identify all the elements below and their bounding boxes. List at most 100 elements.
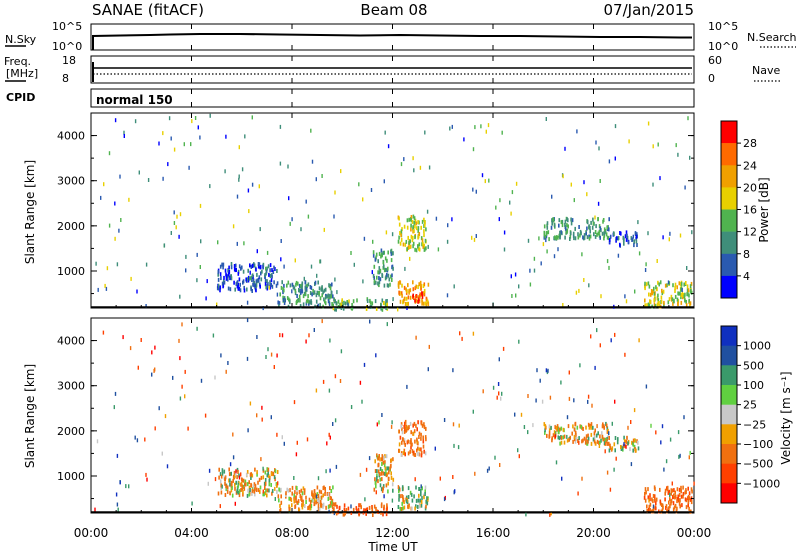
data-point — [257, 278, 260, 283]
data-point — [356, 298, 358, 303]
colorbar-segment — [721, 165, 737, 188]
data-point — [402, 506, 404, 511]
data-point — [392, 457, 394, 462]
data-point — [264, 282, 267, 287]
data-point — [318, 489, 321, 494]
data-point — [330, 294, 332, 299]
data-point — [633, 438, 636, 443]
data-point — [602, 437, 604, 442]
data-point — [415, 485, 417, 490]
data-point — [375, 252, 378, 257]
data-point — [223, 469, 226, 474]
data-point — [307, 282, 310, 287]
data-point — [162, 131, 164, 136]
data-point — [403, 429, 406, 434]
data-point — [560, 380, 562, 385]
data-point — [145, 262, 148, 267]
data-point — [608, 227, 610, 232]
data-point — [614, 124, 617, 129]
data-point — [331, 302, 333, 306]
data-point — [301, 505, 304, 510]
data-point — [265, 355, 267, 359]
data-point — [645, 282, 648, 287]
data-point — [677, 301, 679, 306]
data-point — [691, 230, 693, 235]
data-point — [560, 230, 562, 235]
data-point — [219, 264, 222, 269]
data-point — [503, 247, 506, 252]
data-point — [606, 470, 609, 475]
data-point — [307, 214, 310, 219]
data-point — [403, 440, 406, 445]
data-point — [309, 291, 312, 295]
data-point — [280, 487, 282, 492]
data-point — [380, 457, 383, 462]
data-point — [588, 425, 591, 430]
data-point — [303, 490, 306, 495]
data-point — [295, 280, 298, 285]
data-point — [654, 293, 656, 298]
data-point — [380, 510, 382, 515]
data-point — [563, 434, 566, 439]
data-point — [620, 231, 622, 236]
data-point — [115, 492, 118, 497]
data-point — [386, 466, 388, 471]
data-point — [144, 437, 146, 442]
data-point — [240, 488, 242, 492]
data-point — [668, 506, 670, 511]
data-point — [339, 302, 341, 307]
data-point — [562, 435, 564, 440]
data-point — [378, 420, 380, 425]
data-point — [667, 280, 670, 285]
data-point — [650, 423, 652, 428]
data-point — [334, 307, 336, 312]
data-point — [597, 431, 599, 436]
data-point — [550, 425, 552, 430]
data-point — [682, 485, 684, 490]
data-point — [392, 251, 394, 256]
data-point — [685, 488, 687, 493]
data-point — [377, 270, 379, 275]
data-point — [566, 438, 569, 443]
data-point — [664, 283, 667, 288]
data-point — [363, 508, 365, 513]
data-point — [320, 490, 323, 495]
data-point — [643, 495, 646, 500]
data-point — [381, 477, 383, 482]
data-point — [309, 500, 312, 504]
data-point — [678, 487, 681, 492]
data-point — [376, 475, 378, 480]
data-point — [252, 263, 255, 268]
data-point — [558, 223, 560, 228]
data-point — [298, 490, 301, 494]
data-point — [266, 488, 269, 493]
data-point — [608, 436, 610, 440]
data-point — [100, 195, 102, 200]
data-point — [170, 136, 172, 141]
data-point — [635, 448, 637, 453]
data-point — [543, 235, 546, 240]
data-point — [258, 275, 261, 280]
data-point — [224, 493, 227, 497]
data-point — [422, 439, 425, 444]
data-point — [328, 432, 330, 437]
data-point — [391, 265, 393, 270]
data-point — [653, 298, 655, 303]
data-point — [420, 447, 422, 452]
data-point — [409, 295, 412, 300]
data-point — [390, 471, 392, 476]
data-point — [383, 268, 386, 273]
data-point — [401, 440, 403, 445]
data-point — [363, 362, 366, 367]
data-point — [689, 301, 692, 306]
data-point — [168, 116, 171, 121]
data-point — [518, 284, 520, 289]
data-point — [236, 489, 238, 494]
data-point — [228, 478, 230, 483]
data-point — [265, 269, 268, 274]
data-point — [622, 237, 625, 242]
data-point — [264, 273, 266, 278]
data-point — [649, 493, 651, 498]
